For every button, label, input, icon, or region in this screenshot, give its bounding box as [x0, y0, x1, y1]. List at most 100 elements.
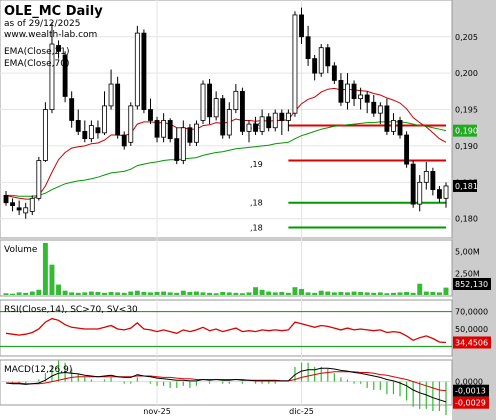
macd-signal-line — [6, 371, 447, 392]
rsi-panel-border — [0, 299, 453, 357]
candle-body — [56, 45, 61, 52]
axis-panel — [452, 0, 496, 420]
ema-short-legend: EMA(Close,21) — [4, 47, 69, 57]
volume-tick-label: 5,00M — [455, 248, 480, 257]
ema-short-line — [5, 87, 447, 200]
rsi-tick-label: 50,0000 — [455, 325, 488, 334]
price-tick-label: 0,180 — [455, 215, 478, 224]
volume-bar — [371, 292, 377, 295]
candle-body — [266, 116, 272, 129]
axis-labels: 0,2050,2000,1950,1900,1850,180nov-25dic-… — [143, 33, 491, 416]
close-value-label: 0,181 — [455, 182, 478, 191]
candle-body — [95, 127, 101, 134]
price-series: ,19,19,18,18 — [3, 7, 449, 232]
macd-value-tag — [453, 396, 489, 409]
candle-body — [88, 125, 94, 140]
candle-body — [233, 90, 239, 110]
price-panel — [0, 0, 452, 238]
ema-value-tag — [453, 124, 477, 137]
rsi-value-label: 34,4506 — [455, 338, 488, 347]
volume-bar — [115, 292, 121, 295]
volume-bar — [49, 264, 55, 295]
candle-body — [174, 138, 180, 161]
volume-panel — [0, 240, 452, 296]
close-value-tag — [453, 179, 477, 192]
volume-bar — [285, 292, 291, 295]
volume-bar — [226, 292, 232, 295]
volume-bar — [207, 292, 213, 295]
candle-body — [272, 112, 278, 129]
candle-body — [391, 120, 396, 132]
candle-body — [404, 134, 410, 165]
candle-body — [128, 105, 134, 143]
volume-bar — [108, 291, 114, 295]
volume-bar — [128, 291, 134, 295]
volume-bar — [436, 292, 442, 295]
volume-bar — [102, 292, 107, 295]
date-tick-label: nov-25 — [143, 407, 171, 416]
candle-body — [299, 14, 304, 38]
candle-body — [180, 127, 186, 161]
candle-body — [161, 120, 167, 138]
volume-bar — [292, 287, 298, 295]
volume-bar — [36, 289, 42, 295]
candle-body — [62, 54, 68, 97]
price-tick-label: 0,205 — [455, 33, 478, 42]
volume-bar — [305, 292, 311, 295]
volume-panel-border — [0, 239, 453, 297]
volume-bar — [82, 292, 88, 295]
volume-bar — [253, 287, 259, 295]
macd-signal-value: -0,0013 — [455, 387, 486, 396]
candle-body — [253, 123, 258, 132]
candle-body — [121, 134, 127, 147]
volume-bar — [10, 293, 16, 295]
volume-bar — [121, 292, 127, 295]
site-label: www.wealth-lab.com — [4, 30, 97, 40]
candle-body — [115, 83, 121, 136]
candle-body — [200, 83, 206, 121]
macd-series — [5, 360, 447, 416]
candle-body — [75, 120, 81, 132]
volume-bar — [23, 292, 29, 295]
candle-body — [148, 109, 153, 121]
volume-bar — [397, 292, 403, 295]
candle-body — [102, 105, 107, 134]
candle-body — [69, 98, 75, 121]
candle-body — [410, 163, 416, 205]
macd-label: MACD(12,26,9) — [4, 365, 72, 375]
volume-bar — [417, 283, 423, 295]
volume-bar — [272, 292, 278, 295]
volume-value-tag — [453, 278, 491, 290]
candle-body — [226, 109, 232, 136]
volume-bar — [299, 288, 304, 295]
candle-body — [358, 94, 364, 100]
volume-bar — [364, 292, 370, 295]
candle-body — [292, 14, 298, 114]
volume-bar — [312, 292, 318, 295]
volume-bar — [384, 293, 390, 295]
candle-body — [36, 160, 42, 199]
candle-body — [220, 98, 226, 136]
volume-bar — [338, 291, 344, 295]
volume-bar — [69, 292, 75, 295]
volume-bar — [358, 291, 364, 295]
candle-body — [285, 112, 291, 121]
as-of-date: as of 29/12/2025 — [4, 19, 80, 29]
candle-body — [134, 32, 140, 107]
volume-bar — [345, 292, 350, 295]
candle-body — [312, 58, 318, 74]
volume-bar — [404, 291, 410, 295]
candle-body — [167, 120, 173, 140]
ema-long-line — [6, 121, 447, 197]
candle-body — [239, 90, 245, 132]
rsi-tick-label: 70,0000 — [455, 308, 488, 317]
candle-body — [23, 207, 29, 214]
candle-body — [187, 127, 193, 143]
date-tick-label: dic-25 — [289, 407, 314, 416]
candle-body — [364, 94, 370, 103]
macd-tick-label: 0,0000 — [455, 378, 483, 387]
volume-bar — [325, 291, 331, 295]
candle-body — [213, 98, 219, 118]
volume-bar — [266, 291, 272, 295]
volume-bar — [220, 291, 226, 295]
